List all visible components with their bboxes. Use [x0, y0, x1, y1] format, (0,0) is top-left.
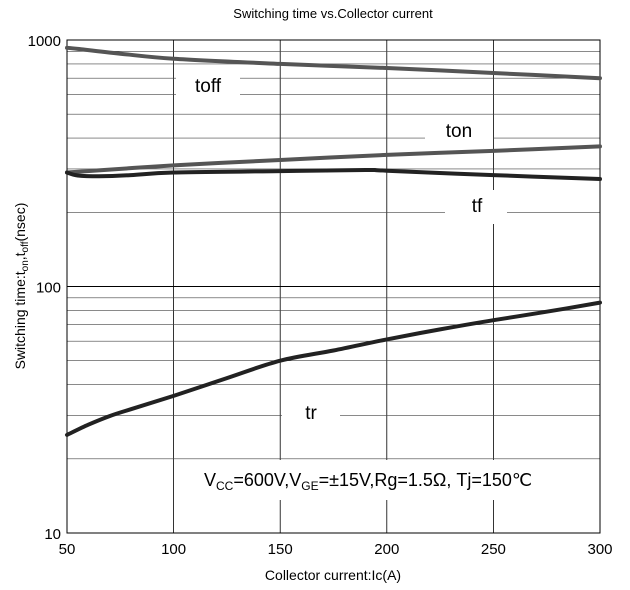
x-tick-label: 300 [587, 541, 612, 558]
cond-rest: =±15V,Rg=1.5Ω, Tj=150℃ [319, 470, 533, 490]
x-tick-label: 150 [268, 541, 293, 558]
label-mask-ton [425, 115, 493, 147]
plot-border [66, 39, 601, 534]
series-line-ton [65, 144, 602, 175]
grid [67, 40, 600, 533]
y-title-unit: (nsec) [12, 203, 28, 242]
cond-vge-sub: GE [301, 479, 318, 493]
y-title-sep: ,t [12, 252, 28, 260]
label-mask-tf [445, 190, 507, 224]
cond-vcc-sub: CC [216, 479, 234, 493]
label-mask-toff [176, 68, 240, 102]
cond-vcc: V [204, 470, 216, 490]
label-ton: ton [446, 121, 472, 142]
label-mask-conditions [180, 460, 580, 500]
x-tick-labels: 50 100 150 200 250 300 [59, 541, 613, 558]
conditions-label: VCC=600V,VGE=±15V,Rg=1.5Ω, Tj=150℃ [204, 470, 532, 493]
label-mask-tr [282, 395, 340, 429]
x-tick-label: 100 [161, 541, 186, 558]
y-axis-title: Switching time:ton,toff(nsec) [12, 203, 31, 370]
series-line-tr [65, 300, 602, 437]
y-tick-label: 10 [44, 526, 61, 543]
y-tick-label: 100 [36, 280, 61, 297]
y-tick-label: 1000 [28, 33, 61, 50]
label-tf: tf [472, 196, 483, 217]
y-title-main: Switching time:t [12, 271, 28, 369]
x-tick-label: 250 [481, 541, 506, 558]
y-title-sub-on: on [20, 260, 31, 271]
y-tick-labels: 10 100 1000 [28, 33, 61, 543]
y-title-sub-off: off [20, 241, 31, 252]
x-tick-label: 50 [59, 541, 76, 558]
chart-title: Switching time vs.Collector current [233, 6, 433, 21]
x-axis-title: Collector current:Ic(A) [265, 567, 401, 583]
series-line-toff [65, 45, 602, 81]
series-line-tf [65, 167, 602, 181]
series-layer [65, 45, 602, 437]
x-tick-label: 200 [374, 541, 399, 558]
label-toff: toff [195, 76, 222, 97]
cond-vcc-val: =600V,V [233, 470, 301, 490]
label-tr: tr [305, 403, 317, 424]
